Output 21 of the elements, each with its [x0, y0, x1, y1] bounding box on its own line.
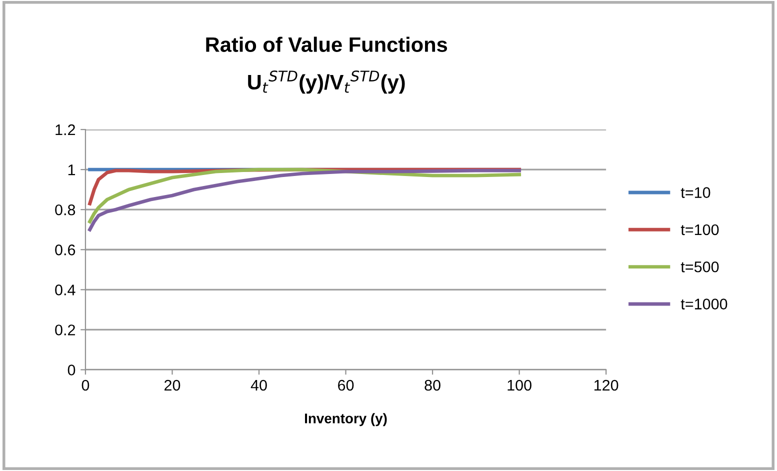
x-tick-label: 60 — [338, 380, 354, 391]
x-axis-title: Inventory (y) — [305, 413, 387, 426]
chart-title: Ratio of Value Functions — [206, 36, 448, 52]
y-tick-label: 1 — [68, 164, 76, 176]
y-tick-label: 0.4 — [55, 284, 76, 296]
y-tick-label: 0.8 — [55, 204, 76, 216]
chart-subtitle: U$_{t}$$^{STD}$(y)/V$_{t}$$^{STD}$(y) — [248, 70, 405, 94]
x-tick-label: 80 — [424, 380, 440, 391]
y-tick-label: 0.6 — [55, 244, 76, 256]
x-tick-label: 100 — [508, 380, 532, 391]
legend-label: t=100 — [680, 224, 719, 236]
y-tick-label: 0 — [68, 364, 76, 376]
x-tick-label: 0 — [82, 380, 90, 391]
legend-label: t=1000 — [680, 298, 728, 310]
x-tick-label: 20 — [164, 380, 180, 391]
legend-label: t=500 — [680, 261, 719, 272]
y-tick-label: 0.2 — [55, 324, 75, 336]
legend-label: t=10 — [680, 187, 710, 198]
y-tick-label: 1.2 — [56, 124, 75, 136]
x-tick-label: 120 — [594, 380, 618, 391]
x-tick-label: 40 — [250, 380, 267, 391]
